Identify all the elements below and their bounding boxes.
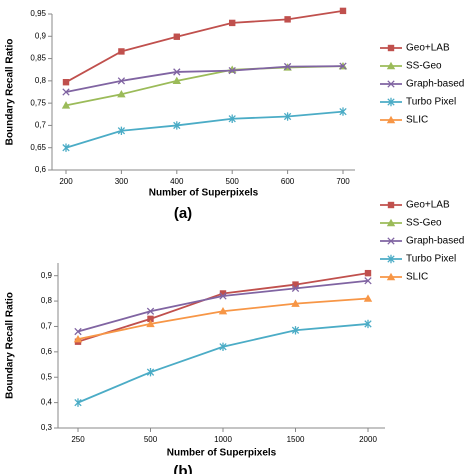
marker (173, 33, 180, 40)
marker (283, 62, 292, 71)
marker (117, 126, 126, 135)
marker (364, 277, 372, 285)
x-tick-label: 1000 (214, 435, 232, 444)
marker (117, 90, 126, 98)
y-tick-label: 0,65 (30, 143, 46, 152)
series-line (65, 65, 344, 93)
marker (339, 62, 347, 70)
marker (118, 48, 125, 55)
marker (219, 292, 227, 300)
x-tick-label: 300 (115, 177, 129, 186)
marker (291, 326, 300, 335)
marker (62, 88, 70, 96)
y-tick-label: 0,9 (41, 271, 53, 280)
marker (228, 66, 236, 75)
legend-label: Geo+LAB (406, 43, 450, 54)
x-tick-label: 600 (281, 177, 295, 186)
marker (146, 307, 155, 315)
marker (172, 76, 181, 85)
marker (291, 284, 300, 293)
y-tick-label: 0,9 (35, 31, 47, 40)
marker (228, 114, 236, 123)
x-tick-label: 400 (170, 177, 184, 186)
marker (339, 7, 347, 15)
caption: (b) (173, 463, 192, 474)
marker (61, 101, 71, 109)
y-tick-label: 0,5 (41, 372, 53, 381)
legend-label: SLIC (406, 115, 428, 126)
marker (284, 16, 291, 23)
legend-label: Geo+LAB (406, 200, 450, 211)
marker (173, 121, 181, 130)
marker (387, 201, 395, 209)
y-tick-label: 0,8 (35, 76, 47, 85)
marker (386, 61, 396, 70)
marker (363, 294, 373, 302)
y-tick-label: 0,95 (30, 9, 46, 18)
marker (173, 68, 181, 76)
marker (364, 269, 372, 277)
marker (387, 254, 395, 264)
legend-label: SS-Geo (406, 61, 442, 72)
x-axis-label: Number of Superpixels (167, 448, 277, 459)
legend-label: Graph-based (406, 79, 464, 90)
legend-label: Turbo Pixel (406, 254, 456, 265)
series-line (77, 279, 369, 333)
legend-label: SLIC (406, 272, 428, 283)
caption: (a) (174, 205, 192, 222)
legend-label: Graph-based (406, 236, 464, 247)
marker (386, 115, 396, 124)
series-line (65, 9, 344, 83)
y-tick-label: 0,85 (30, 54, 46, 63)
x-tick-label: 250 (71, 435, 85, 444)
marker (73, 334, 83, 343)
marker (146, 319, 155, 328)
y-axis-label: Boundary Recall Ratio (5, 39, 16, 146)
y-tick-label: 0,4 (41, 398, 53, 407)
marker (387, 237, 395, 245)
y-tick-label: 0,7 (35, 121, 47, 130)
x-tick-label: 200 (59, 177, 73, 186)
y-tick-label: 0,6 (35, 165, 47, 174)
marker (387, 80, 395, 88)
marker (339, 107, 347, 116)
marker (229, 19, 236, 27)
x-tick-label: 1500 (287, 435, 305, 444)
y-axis-label: Boundary Recall Ratio (5, 292, 16, 399)
marker (218, 307, 228, 315)
legend-label: Turbo Pixel (406, 97, 456, 108)
marker (74, 327, 82, 336)
marker (291, 299, 300, 307)
y-tick-label: 0,8 (41, 296, 53, 305)
marker (219, 342, 227, 351)
marker (387, 97, 395, 107)
marker (364, 319, 372, 329)
marker (62, 78, 70, 86)
marker (292, 281, 299, 288)
y-tick-label: 0,75 (30, 98, 46, 107)
x-axis-label: Number of Superpixels (149, 188, 259, 199)
x-tick-label: 500 (226, 177, 240, 186)
marker (386, 218, 396, 227)
marker (386, 272, 396, 281)
marker (62, 143, 70, 152)
x-tick-label: 2000 (359, 435, 377, 444)
marker (219, 290, 227, 297)
y-tick-label: 0,6 (41, 347, 53, 356)
marker (117, 77, 126, 85)
series-line (77, 323, 369, 404)
series-line (65, 110, 344, 149)
x-tick-label: 500 (144, 435, 158, 444)
legend-label: SS-Geo (406, 218, 442, 229)
marker (283, 112, 292, 121)
y-tick-label: 0,3 (41, 423, 53, 432)
marker (147, 315, 154, 323)
y-tick-label: 0,7 (41, 322, 53, 331)
marker (74, 398, 82, 407)
marker (387, 44, 395, 52)
marker (146, 367, 155, 377)
x-tick-label: 700 (336, 177, 350, 186)
